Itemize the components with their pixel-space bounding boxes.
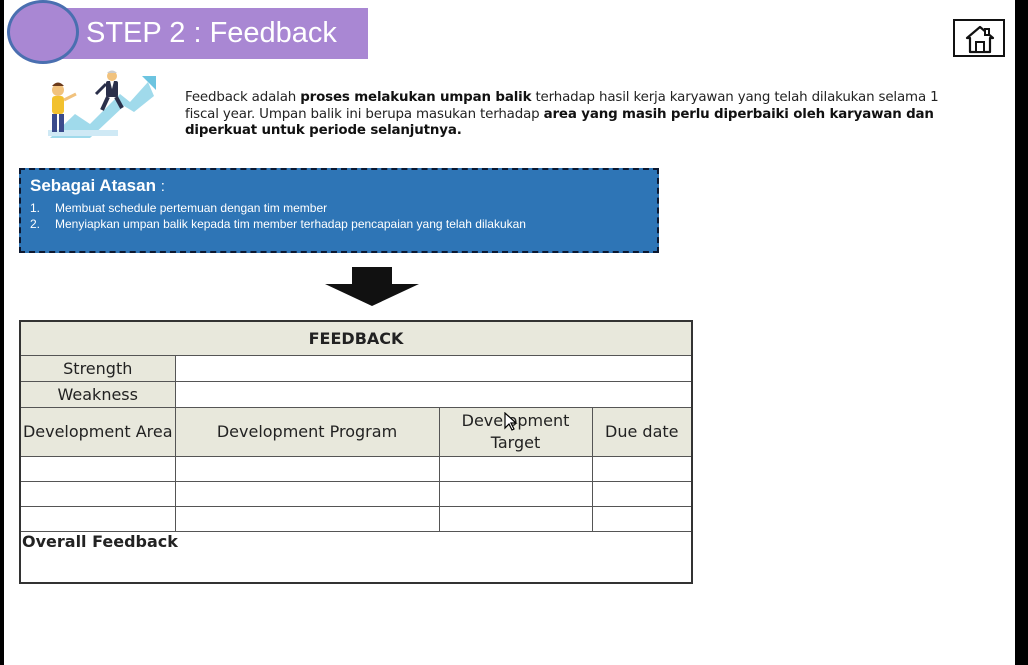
- table-row: Strength: [19, 355, 693, 382]
- table-cell[interactable]: [438, 506, 593, 532]
- atasan-title-text: Sebagai Atasan: [30, 176, 156, 195]
- title-bar: [50, 8, 368, 59]
- mouse-cursor-icon: [504, 412, 518, 431]
- list-number: 2.: [30, 217, 41, 231]
- column-header-development-area: Development Area: [19, 407, 176, 457]
- table-cell[interactable]: [174, 456, 440, 482]
- weakness-input[interactable]: [174, 381, 693, 408]
- atasan-title: Sebagai Atasan :: [30, 176, 165, 196]
- table-cell[interactable]: [438, 456, 593, 482]
- weakness-label: Weakness: [19, 381, 176, 408]
- intro-text-1: Feedback adalah: [185, 90, 301, 105]
- table-row: [19, 456, 693, 482]
- intro-text-3: terhadap hasil kerja karyawan yang telah…: [185, 90, 939, 122]
- table-row: FEEDBACK: [19, 320, 693, 356]
- atasan-list-item: 1. Membuat schedule pertemuan dengan tim …: [30, 200, 526, 216]
- strength-label: Strength: [19, 355, 176, 382]
- list-number: 1.: [30, 201, 41, 215]
- atasan-list: 1. Membuat schedule pertemuan dengan tim …: [30, 200, 526, 232]
- atasan-colon: :: [160, 178, 165, 195]
- table-cell[interactable]: [591, 456, 693, 482]
- title-circle-decoration: [7, 0, 79, 64]
- intro-paragraph: Feedback adalah proses melakukan umpan b…: [185, 90, 975, 140]
- overall-feedback-field[interactable]: Overall Feedback: [19, 531, 693, 584]
- overall-feedback-label: Overall Feedback: [22, 532, 178, 551]
- table-cell[interactable]: [591, 506, 693, 532]
- column-header-development-program: Development Program: [174, 407, 440, 457]
- business-growth-illustration: [30, 66, 160, 142]
- column-header-development-target: Development Target: [438, 407, 593, 457]
- table-cell[interactable]: [174, 506, 440, 532]
- column-header-due-date: Due date: [591, 407, 693, 457]
- down-arrow-icon: [325, 267, 419, 306]
- table-cell[interactable]: [174, 481, 440, 507]
- table-row: [19, 481, 693, 507]
- page-title: STEP 2 : Feedback: [86, 17, 337, 49]
- intro-text-2: proses melakukan umpan balik: [300, 90, 532, 105]
- home-button[interactable]: [953, 19, 1005, 57]
- table-cell[interactable]: [19, 456, 176, 482]
- table-row: Overall Feedback: [19, 531, 693, 584]
- strength-input[interactable]: [174, 355, 693, 382]
- atasan-box: Sebagai Atasan : 1. Membuat schedule pert…: [19, 168, 659, 253]
- table-cell[interactable]: [19, 481, 176, 507]
- feedback-table: FEEDBACK Strength Weakness Development A…: [19, 320, 694, 584]
- list-text: Menyiapkan umpan balik kepada tim member…: [55, 217, 526, 231]
- table-cell[interactable]: [19, 506, 176, 532]
- home-icon: [965, 25, 995, 54]
- intro-text-4: area yang masih perlu diperbaiki oleh ka…: [185, 106, 934, 139]
- slide: STEP 2 : Feedback Feedback adalah proses…: [4, 0, 1015, 665]
- feedback-title: FEEDBACK: [19, 320, 693, 356]
- table-cell[interactable]: [438, 481, 593, 507]
- table-row: [19, 506, 693, 532]
- table-cell[interactable]: [591, 481, 693, 507]
- table-row: Development Area Development Program Dev…: [19, 407, 693, 457]
- list-text: Membuat schedule pertemuan dengan tim me…: [55, 201, 328, 215]
- atasan-list-item: 2. Menyiapkan umpan balik kepada tim memb…: [30, 216, 526, 232]
- table-row: Weakness: [19, 381, 693, 408]
